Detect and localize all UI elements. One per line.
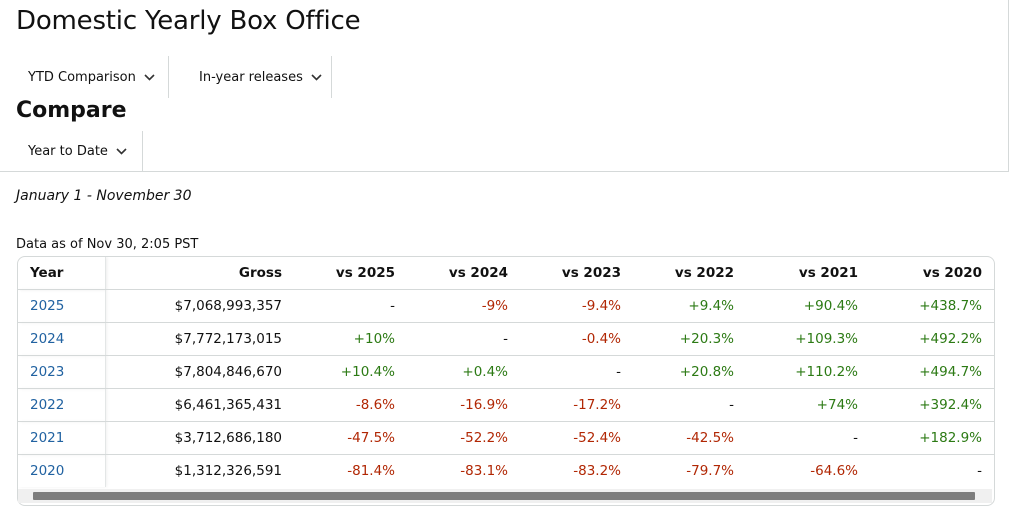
year-link[interactable]: 2021 bbox=[18, 421, 106, 455]
table-row: 2022 $6,461,365,431 -8.6% -16.9% -17.2% - +74%… bbox=[18, 388, 994, 422]
percent-change-cell: -47.5% bbox=[294, 421, 407, 455]
divider bbox=[142, 131, 143, 171]
percent-change-cell: -79.7% bbox=[686, 463, 734, 479]
data-timestamp: Data as of Nov 30, 2:05 PST bbox=[16, 237, 199, 252]
column-header-gross[interactable]: Gross bbox=[105, 257, 294, 290]
table-row: 2021 $3,712,686,180 -47.5% -52.2% -52.4% -42.… bbox=[18, 421, 994, 455]
table-row: 2020 $1,312,326,591 -81.4% -83.1% -83.2% -79.… bbox=[18, 454, 994, 487]
percent-change-cell: -52.4% bbox=[520, 421, 633, 455]
column-header-vs-2025[interactable]: vs 2025 bbox=[294, 257, 407, 290]
percent-change-cell: +494.7% bbox=[870, 355, 994, 389]
comparison-table-container: Year Gross vs 2025 vs 2024 vs 2023 vs 20… bbox=[17, 256, 995, 506]
gross-cell: $7,772,173,015 bbox=[105, 322, 294, 356]
gross-cell: $7,804,846,670 bbox=[105, 355, 294, 389]
gross-cell: $7,068,993,357 bbox=[105, 289, 294, 323]
percent-change-cell: -42.5% bbox=[633, 421, 746, 455]
horizontal-scrollbar[interactable] bbox=[18, 489, 992, 503]
percent-change-cell: -83.2% bbox=[573, 463, 621, 479]
column-header-year[interactable]: Year bbox=[18, 257, 106, 290]
table-row: 2023 $7,804,846,670 +10.4% +0.4% - +20.8% +110… bbox=[18, 355, 994, 389]
percent-change-cell: -64.6% bbox=[810, 463, 858, 479]
percent-change-cell: - bbox=[977, 463, 982, 479]
section-divider bbox=[0, 171, 1009, 172]
percent-change-cell: +10.4% bbox=[294, 355, 407, 389]
percent-change-cell: -9.4% bbox=[520, 289, 633, 323]
panel-edge bbox=[1008, 0, 1009, 172]
comparison-table: Year Gross vs 2025 vs 2024 vs 2023 vs 20… bbox=[18, 257, 994, 487]
date-range: January 1 - November 30 bbox=[16, 188, 192, 204]
percent-change-cell: +392.4% bbox=[870, 388, 994, 422]
percent-change-cell: - bbox=[294, 289, 407, 323]
percent-change-cell: +74% bbox=[746, 388, 870, 422]
percent-change-cell: +10% bbox=[294, 322, 407, 356]
column-header-vs-2021[interactable]: vs 2021 bbox=[746, 257, 870, 290]
chevron-down-icon bbox=[311, 73, 322, 81]
comparison-dropdown[interactable]: YTD Comparison bbox=[28, 56, 155, 98]
releases-dropdown-label: In-year releases bbox=[199, 69, 303, 85]
divider bbox=[168, 56, 169, 98]
year-link[interactable]: 2024 bbox=[18, 322, 106, 356]
year-link[interactable]: 2023 bbox=[18, 355, 106, 389]
gross-cell: $1,312,326,591 bbox=[174, 463, 282, 479]
percent-change-cell: +0.4% bbox=[407, 355, 520, 389]
gross-cell: $3,712,686,180 bbox=[105, 421, 294, 455]
page-title: Domestic Yearly Box Office bbox=[16, 6, 361, 36]
table-header-row: Year Gross vs 2025 vs 2024 vs 2023 vs 20… bbox=[18, 257, 994, 290]
percent-change-cell: - bbox=[407, 322, 520, 356]
compare-period-dropdown[interactable]: Year to Date bbox=[28, 131, 127, 171]
percent-change-cell: -9% bbox=[407, 289, 520, 323]
percent-change-cell: -17.2% bbox=[520, 388, 633, 422]
percent-change-cell: +9.4% bbox=[633, 289, 746, 323]
percent-change-cell: +20.3% bbox=[633, 322, 746, 356]
percent-change-cell: -52.2% bbox=[407, 421, 520, 455]
releases-dropdown[interactable]: In-year releases bbox=[199, 56, 322, 98]
year-link[interactable]: 2020 bbox=[18, 454, 106, 487]
percent-change-cell: +492.2% bbox=[870, 322, 994, 356]
percent-change-cell: -81.4% bbox=[347, 463, 395, 479]
percent-change-cell: -0.4% bbox=[520, 322, 633, 356]
comparison-dropdown-label: YTD Comparison bbox=[28, 69, 136, 85]
compare-period-label: Year to Date bbox=[28, 143, 108, 159]
divider bbox=[331, 56, 332, 98]
percent-change-cell: +110.2% bbox=[746, 355, 870, 389]
percent-change-cell: +182.9% bbox=[870, 421, 994, 455]
year-link[interactable]: 2025 bbox=[18, 289, 106, 323]
filter-bar: YTD Comparison In-year releases bbox=[0, 56, 1013, 98]
year-link[interactable]: 2022 bbox=[18, 388, 106, 422]
column-header-vs-2020[interactable]: vs 2020 bbox=[870, 257, 994, 290]
table-row: 2024 $7,772,173,015 +10% - -0.4% +20.3% +109.3… bbox=[18, 322, 994, 356]
percent-change-cell: -16.9% bbox=[407, 388, 520, 422]
percent-change-cell: +20.8% bbox=[633, 355, 746, 389]
section-title: Compare bbox=[16, 98, 127, 123]
column-header-vs-2023[interactable]: vs 2023 bbox=[520, 257, 633, 290]
percent-change-cell: -83.1% bbox=[460, 463, 508, 479]
percent-change-cell: +109.3% bbox=[746, 322, 870, 356]
percent-change-cell: - bbox=[746, 421, 870, 455]
chevron-down-icon bbox=[144, 73, 155, 81]
gross-cell: $6,461,365,431 bbox=[105, 388, 294, 422]
percent-change-cell: - bbox=[633, 388, 746, 422]
percent-change-cell: - bbox=[520, 355, 633, 389]
compare-bar: Year to Date bbox=[0, 131, 1013, 171]
column-header-vs-2024[interactable]: vs 2024 bbox=[407, 257, 520, 290]
column-header-vs-2022[interactable]: vs 2022 bbox=[633, 257, 746, 290]
percent-change-cell: -8.6% bbox=[294, 388, 407, 422]
percent-change-cell: +438.7% bbox=[870, 289, 994, 323]
table-row: 2025 $7,068,993,357- -9% -9.4% +9.4% +90.4% +4… bbox=[18, 289, 994, 323]
percent-change-cell: +90.4% bbox=[746, 289, 870, 323]
scrollbar-thumb[interactable] bbox=[33, 492, 975, 500]
chevron-down-icon bbox=[116, 147, 127, 155]
